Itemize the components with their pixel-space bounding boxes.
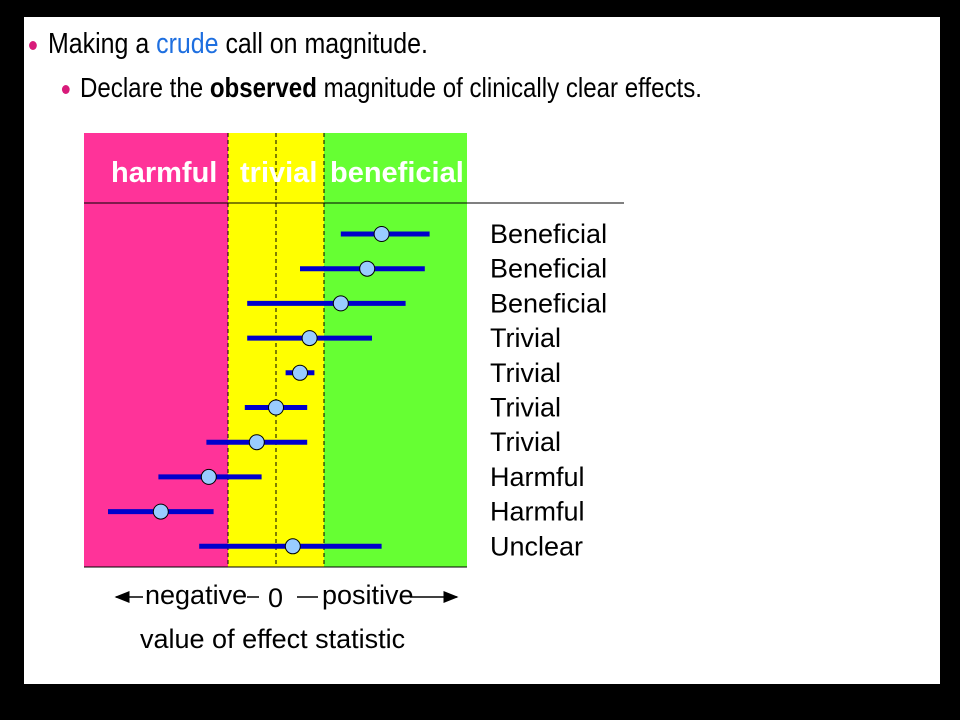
interval-row xyxy=(199,538,382,555)
beneficial-zone xyxy=(324,133,467,567)
main-bullet-text-start: Making a xyxy=(48,28,157,60)
trivial-zone-label: trivial xyxy=(240,157,317,189)
point-estimate-marker xyxy=(268,399,284,416)
point-estimate-marker xyxy=(284,538,301,555)
point-estimate-marker xyxy=(332,295,349,312)
axis-title: value of effect statistic xyxy=(140,624,405,654)
row-label: Trivial xyxy=(490,358,561,388)
row-label: Trivial xyxy=(490,427,561,457)
point-estimate-marker xyxy=(248,434,265,451)
positive-axis-label: positive xyxy=(322,580,414,610)
sub-bullet-strong: observed xyxy=(209,72,317,103)
interval-row xyxy=(285,364,315,381)
main-bullet-text-end: call on magnitude. xyxy=(218,28,428,60)
point-estimate-marker xyxy=(373,226,390,242)
row-label: Beneficial xyxy=(490,254,607,284)
negative-axis-label: negative xyxy=(145,580,247,610)
sub-bullet-text-start: Declare the xyxy=(80,72,210,103)
effect-axis: negative 0 positive value of effect stat… xyxy=(114,580,459,654)
zero-axis-label: 0 xyxy=(268,583,283,613)
sub-bullet-text-end: magnitude of clinically clear effects. xyxy=(316,72,702,103)
row-label: Harmful xyxy=(490,497,585,527)
row-label: Beneficial xyxy=(490,219,607,249)
confidence-intervals xyxy=(108,226,430,555)
row-label: Trivial xyxy=(490,323,561,353)
row-labels: Beneficial Beneficial Beneficial Trivial Tri… xyxy=(490,219,607,561)
row-label: Trivial xyxy=(490,393,561,423)
bullet-dot-icon xyxy=(29,41,37,50)
harmful-zone-label: harmful xyxy=(111,157,217,189)
main-bullet: Making a crude call on magnitude. xyxy=(29,28,428,61)
interval-row xyxy=(340,226,430,242)
point-estimate-marker xyxy=(200,468,217,485)
main-bullet-accent: crude xyxy=(156,28,219,60)
interval-row xyxy=(247,295,406,312)
point-estimate-marker xyxy=(152,503,169,520)
row-label: Unclear xyxy=(490,531,583,561)
point-estimate-marker xyxy=(292,364,308,381)
zone-labels: harmful trivial beneficial xyxy=(111,157,464,189)
zone-lines xyxy=(84,133,624,568)
sub-bullet: Declare the observed magnitude of clinic… xyxy=(61,72,702,104)
interval-row xyxy=(206,434,308,451)
sub-bullet-dot-icon xyxy=(61,85,70,94)
row-label: Harmful xyxy=(490,462,585,492)
interval-row xyxy=(247,330,372,347)
interval-row xyxy=(108,503,214,520)
row-label: Beneficial xyxy=(490,288,607,318)
interval-row xyxy=(300,260,425,277)
interval-row xyxy=(158,468,262,485)
point-estimate-marker xyxy=(301,330,318,347)
point-estimate-marker xyxy=(359,260,376,277)
beneficial-zone-label: beneficial xyxy=(330,157,464,189)
interval-row xyxy=(244,399,308,416)
harmful-zone xyxy=(84,133,228,567)
